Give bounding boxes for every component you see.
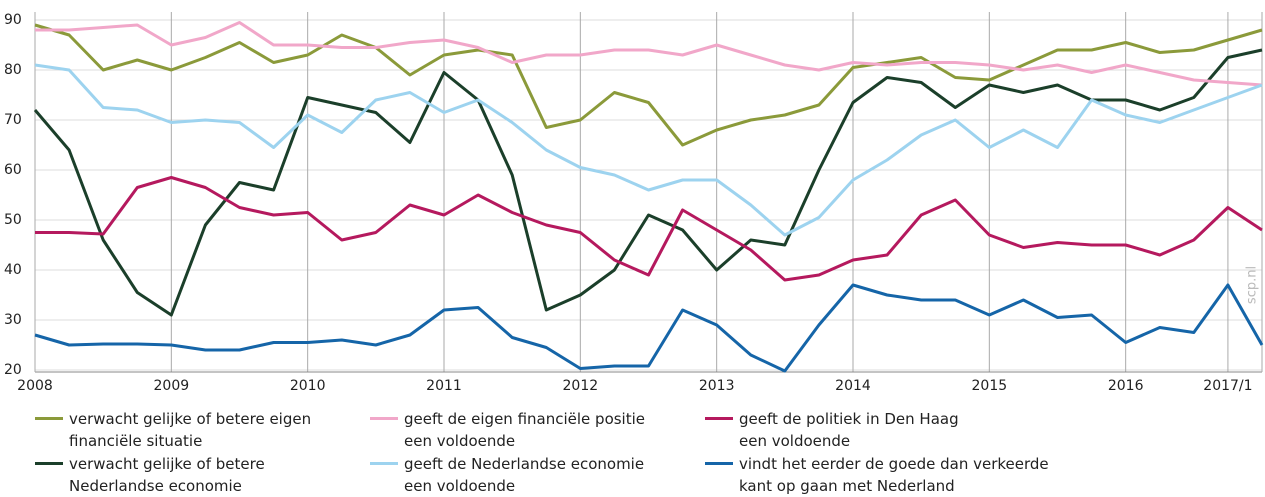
legend-swatch <box>370 417 398 420</box>
series-line <box>35 21 1263 87</box>
y-tick-label: 40 <box>4 262 22 278</box>
legend-item: verwacht gelijke of betere Nederlandse e… <box>35 453 265 497</box>
legend-item: geeft de Nederlandse economie een voldoe… <box>370 453 644 497</box>
watermark: scp.nl <box>1245 266 1260 304</box>
y-tick-label: 50 <box>4 212 22 228</box>
x-tick-label: 2011 <box>426 378 462 394</box>
legend-item: geeft de eigen financiële positie een vo… <box>370 408 645 452</box>
x-tick-label: 2017/1 <box>1203 378 1252 394</box>
x-tick-label: 2008 <box>17 378 53 394</box>
series-line <box>34 63 1263 237</box>
legend-swatch <box>705 462 733 465</box>
legend-item: geeft de politiek in Den Haag een voldoe… <box>705 408 959 452</box>
y-tick-label: 60 <box>4 162 22 178</box>
legend-label: vindt het eerder de goede dan verkeerde … <box>739 455 1049 495</box>
legend-swatch <box>705 417 733 420</box>
y-tick-label: 30 <box>4 312 22 328</box>
y-tick-label: 80 <box>4 62 22 78</box>
chart: 20 30 40 50 60 70 80 90 2008 2009 2010 2011 2012 2013… <box>4 12 1264 394</box>
y-tick-label: 90 <box>4 12 22 28</box>
legend-label: geeft de Nederlandse economie een voldoe… <box>404 455 645 495</box>
x-tick-label: 2014 <box>835 378 871 394</box>
legend-item: vindt het eerder de goede dan verkeerde … <box>705 453 1049 497</box>
legend-item: verwacht gelijke of betere eigen financi… <box>35 408 311 452</box>
legend-label: geeft de politiek in Den Haag een voldoe… <box>739 410 959 450</box>
x-tick-label: 2012 <box>563 378 599 394</box>
y-tick-label: 70 <box>4 112 22 128</box>
series-line <box>33 48 1263 317</box>
legend-swatch <box>35 417 63 420</box>
legend-swatch <box>370 462 398 465</box>
series-line <box>34 23 1263 147</box>
x-tick-label: 2013 <box>699 378 735 394</box>
legend-label: geeft de eigen financiële positie een vo… <box>404 410 646 450</box>
x-tick-label: 2009 <box>154 378 190 394</box>
x-tick-label: 2016 <box>1108 378 1144 394</box>
x-tick-label: 2010 <box>290 378 326 394</box>
series-line <box>34 283 1264 373</box>
x-tick-label: 2015 <box>972 378 1008 394</box>
legend-label: verwacht gelijke of betere eigen financi… <box>69 410 312 450</box>
legend-label: verwacht gelijke of betere Nederlandse e… <box>69 455 265 495</box>
legend-swatch <box>35 462 63 465</box>
y-tick-label: 20 <box>4 362 22 378</box>
series-line <box>35 176 1263 282</box>
